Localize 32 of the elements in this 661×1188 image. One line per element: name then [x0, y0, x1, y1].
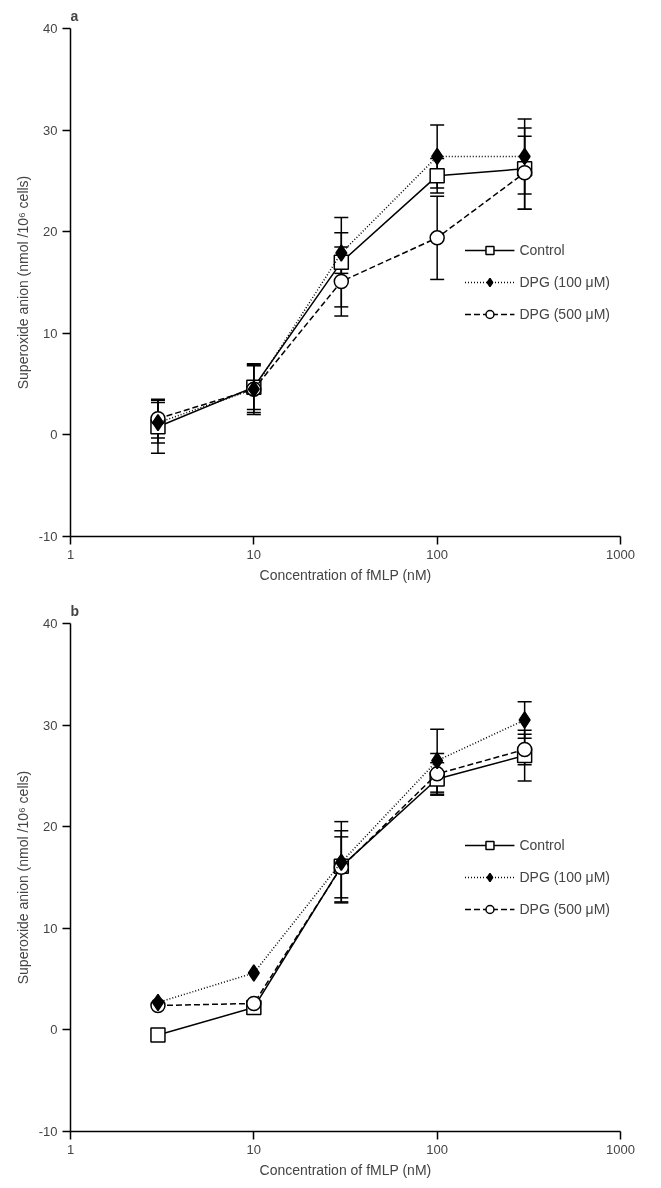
x-tick-label: 1 [66, 1141, 75, 1157]
chart-title: b [70, 602, 80, 619]
y-tick-label: 10 [43, 325, 58, 341]
x-tick-label: 1000 [606, 546, 635, 562]
y-tick-label: 40 [43, 616, 58, 631]
y-tick-label: -10 [38, 1124, 58, 1139]
y-tick-label: -10 [38, 529, 58, 544]
x-tick-label: 1 [66, 546, 75, 562]
chart-title: a [70, 7, 79, 24]
x-tick-label: 1000 [606, 1141, 635, 1157]
legend-label: Control [519, 837, 565, 853]
y-tick-label: 40 [43, 21, 58, 36]
legend-label: DPG (500 μM) [519, 901, 610, 917]
legend-label: Control [519, 242, 565, 258]
y-tick-label: 30 [43, 122, 58, 138]
y-axis-title: Superoxide anion (nmol /10⁶ cells) [14, 175, 31, 390]
legend-label: DPG (100 μM) [519, 274, 610, 290]
y-tick-label: 10 [43, 920, 58, 936]
x-axis-title: Concentration of fMLP (nM) [259, 1161, 432, 1178]
legend-label: DPG (100 μM) [519, 869, 610, 885]
y-tick-label: 20 [43, 224, 58, 240]
y-tick-label: 0 [50, 427, 58, 443]
x-axis-title: Concentration of fMLP (nM) [259, 566, 432, 583]
legend-label: DPG (500 μM) [519, 306, 610, 322]
x-tick-label: 10 [246, 546, 262, 562]
y-tick-label: 0 [50, 1022, 58, 1038]
y-tick-label: 20 [43, 819, 58, 835]
y-tick-label: 30 [43, 717, 58, 733]
x-tick-label: 100 [426, 1141, 449, 1157]
y-axis-title: Superoxide anion (nmol /10⁶ cells) [14, 770, 31, 985]
x-tick-label: 100 [426, 546, 449, 562]
x-tick-label: 10 [246, 1141, 262, 1157]
